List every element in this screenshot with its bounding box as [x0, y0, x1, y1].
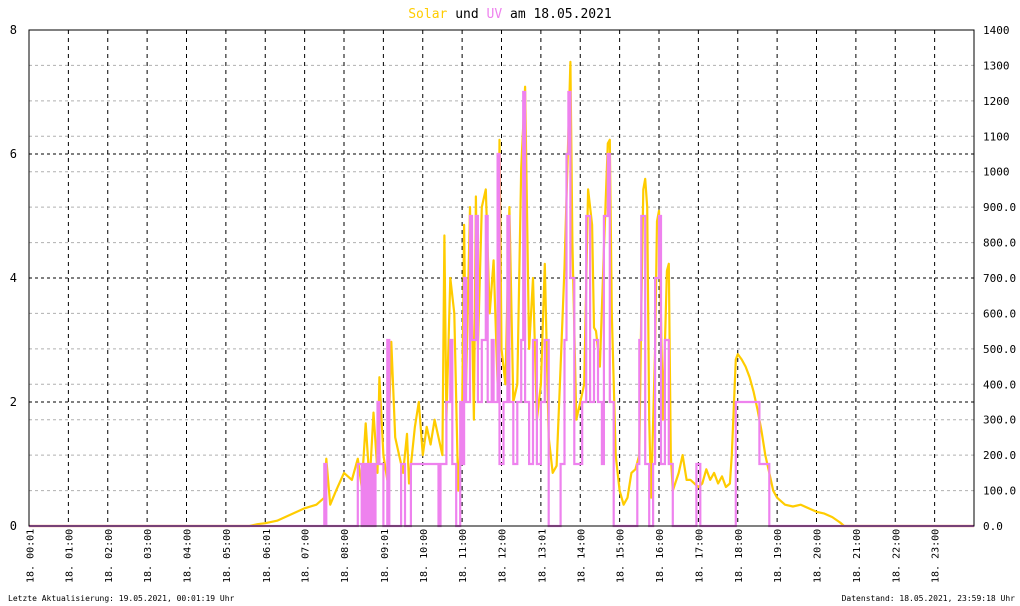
x-axis-tick-label: 18. 20:00 [813, 529, 824, 583]
x-axis-tick-label: 18. 01:00 [64, 529, 75, 583]
x-axis-tick-label: 18. 10:00 [419, 529, 430, 583]
x-axis-tick-label: 18. 14:00 [576, 529, 587, 583]
x-axis-tick-label: 18. 04:00 [183, 529, 194, 583]
x-axis-tick-label: 18. 07:00 [301, 529, 312, 583]
title-und: und [447, 7, 486, 22]
right-axis-tick-label: 1400 [983, 24, 1010, 37]
footer-data-status: Datenstand: 18.05.2021, 23:59:18 Uhr [842, 594, 1016, 603]
x-axis-tick-label: 18. 12:00 [498, 529, 509, 583]
right-axis-tick-label: 1100 [983, 130, 1010, 143]
x-axis-tick-label: 18. 22:00 [891, 529, 902, 583]
right-axis-tick-label: 100.0 [983, 485, 1016, 498]
title-date: am 18.05.2021 [502, 7, 612, 22]
left-axis-tick-label: 2 [10, 395, 17, 409]
right-axis-tick-label: 200.0 [983, 449, 1016, 462]
x-axis-tick-label: 18. 08:00 [340, 529, 351, 583]
right-axis-tick-label: 900.0 [983, 201, 1016, 214]
x-axis-tick-label: 18. 16:00 [655, 529, 666, 583]
chart-title: Solar und UV am 18.05.2021 [408, 7, 612, 22]
right-axis-tick-label: 300.0 [983, 414, 1016, 427]
plot-frame [28, 29, 975, 527]
x-axis-tick-label: 18. 11:00 [458, 529, 469, 583]
x-axis-tick-label: 18. 18:00 [734, 529, 745, 583]
x-axis-tick-label: 18. 03:00 [143, 529, 154, 583]
right-axis-tick-label: 500.0 [983, 343, 1016, 356]
right-axis-tick-label: 800.0 [983, 237, 1016, 250]
title-uv: UV [487, 7, 503, 22]
x-axis-tick-label: 18. 00:01 [26, 529, 37, 583]
right-axis-tick-label: 0.0 [983, 520, 1003, 533]
x-axis-tick-label: 18. 23:00 [931, 529, 942, 583]
left-axis-tick-label: 6 [10, 147, 17, 161]
x-axis-tick-label: 18. 02:00 [104, 529, 115, 583]
x-axis-tick-label: 18. 06:01 [262, 529, 273, 583]
left-axis-tick-label: 8 [10, 23, 17, 37]
x-axis-tick-label: 18. 15:00 [616, 529, 627, 583]
x-axis-ticks: 18. 00:01 18. 01:00 18. 02:00 18. 03:00 18. … [26, 529, 942, 583]
left-axis-tick-label: 4 [10, 271, 17, 285]
left-axis-ticks: 0 2 4 6 8 [10, 23, 17, 533]
x-axis-tick-label: 18. 13:01 [538, 529, 549, 583]
right-axis-ticks: 0.0 100.0 200.0 300.0 400.0 500.0 600.0 700.0 80… [983, 24, 1016, 533]
grid-lines [29, 30, 974, 526]
x-axis-tick-label: 18. 21:00 [852, 529, 863, 583]
right-axis-tick-label: 600.0 [983, 307, 1016, 320]
x-axis-tick-label: 18. 19:00 [773, 529, 784, 583]
footer-last-update: Letzte Aktualisierung: 19.05.2021, 00:01… [8, 594, 235, 603]
right-axis-tick-label: 700.0 [983, 272, 1016, 285]
right-axis-tick-label: 1300 [983, 59, 1010, 72]
left-axis-tick-label: 0 [10, 519, 17, 533]
x-axis-tick-label: 18. 09:01 [380, 529, 391, 583]
x-axis-tick-label: 18. 05:00 [222, 529, 233, 583]
right-axis-tick-label: 400.0 [983, 378, 1016, 391]
title-solar: Solar [408, 7, 447, 22]
right-axis-tick-label: 1000 [983, 166, 1010, 179]
right-axis-tick-label: 1200 [983, 95, 1010, 108]
x-axis-tick-label: 18. 17:00 [694, 529, 705, 583]
